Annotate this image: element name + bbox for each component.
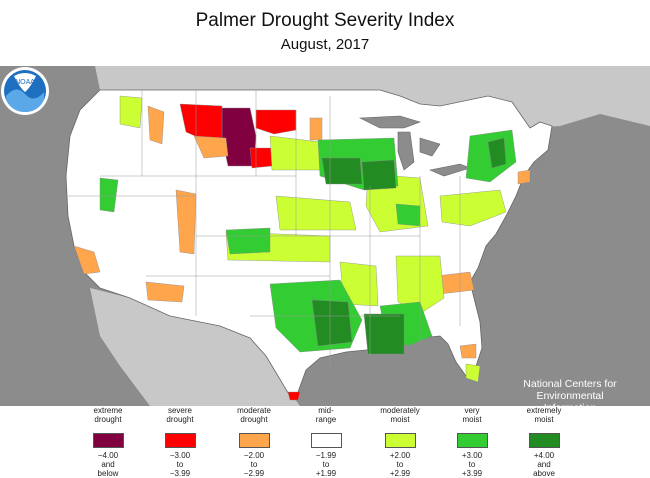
region-moderately-moist-7	[269, 135, 321, 171]
legend-label: very	[464, 406, 480, 415]
legend-swatch	[92, 433, 124, 448]
region-moderate-drought-5	[73, 245, 101, 275]
legend-swatch	[456, 433, 488, 448]
region-moderate-drought-9	[517, 169, 531, 185]
region-extremely-moist-4	[363, 313, 405, 355]
legend-range: +2.00	[389, 451, 411, 460]
legend-item-very-moist: very moist +3.00 to +3.99	[432, 406, 512, 478]
legend-range: +3.00	[461, 451, 483, 460]
legend-range: to	[322, 460, 330, 469]
legend-item-severe-drought: severe drought −3.00 to −3.99	[140, 406, 220, 478]
region-very-moist-2	[225, 227, 271, 255]
map-title: Palmer Drought Severity Index	[195, 10, 455, 31]
legend-label: extremely	[526, 406, 562, 415]
legend-range: below	[97, 469, 119, 478]
region-moderately-moist-6	[439, 189, 507, 227]
legend-range: −3.99	[169, 469, 191, 478]
noaa-logo: NOAA	[1, 67, 49, 115]
region-severe-drought-sd	[249, 147, 273, 169]
legend-range: +4.00	[533, 451, 555, 460]
legend-swatch	[238, 433, 270, 448]
region-extremely-moist-3	[311, 299, 353, 347]
legend: extreme drought −4.00 and below severe droug…	[0, 406, 650, 478]
great-lakes	[358, 115, 501, 177]
legend-label: moderately	[380, 406, 420, 415]
legend-range: +3.99	[461, 469, 483, 478]
legend-range: to	[396, 460, 404, 469]
legend-range: to	[250, 460, 258, 469]
legend-label: moist	[390, 415, 410, 424]
legend-label: moist	[462, 415, 482, 424]
region-very-moist-6	[99, 177, 119, 213]
legend-range: to	[468, 460, 476, 469]
map-subtitle: August, 2017	[280, 36, 370, 53]
legend-label: range	[315, 415, 337, 424]
region-extremely-moist-2	[361, 159, 397, 191]
region-moderately-moist-9	[465, 363, 481, 383]
legend-range: −4.00	[97, 451, 119, 460]
legend-swatch	[164, 433, 196, 448]
legend-range: to	[176, 460, 184, 469]
agency-line-1: National Centers for	[523, 378, 617, 390]
legend-range: −3.00	[169, 451, 191, 460]
legend-item-mid-range: mid-range −1.99 to +1.99	[286, 406, 366, 478]
us-map-svg	[65, 66, 650, 406]
agency-line-2: Environmental	[536, 390, 604, 402]
region-moderate-drought-1	[147, 105, 165, 145]
region-moderate-drought-4	[145, 281, 185, 303]
region-moderate-drought-8	[459, 343, 477, 359]
drought-map: NOAA National Centers for Environmental …	[0, 66, 650, 414]
region-moderate-drought-3	[175, 189, 197, 255]
region-extremely-moist-1	[321, 157, 363, 185]
region-severe-drought-tx	[287, 391, 301, 401]
legend-range: and	[101, 460, 115, 469]
legend-item-extremely-moist: extremely moist +4.00 and above	[504, 406, 584, 478]
mexico-land	[90, 288, 300, 406]
state-boundaries	[66, 90, 461, 366]
legend-label: severe	[167, 406, 192, 415]
legend-range: above	[533, 469, 555, 478]
legend-swatch	[528, 433, 560, 448]
legend-item-extreme-drought: extreme drought −4.00 and below	[68, 406, 148, 478]
legend-label: moist	[534, 415, 554, 424]
legend-label: moderate	[237, 406, 271, 415]
legend-item-moderate-drought: moderate drought −2.00 to −2.99	[214, 406, 294, 478]
legend-swatch	[384, 433, 416, 448]
legend-range: +1.99	[315, 469, 337, 478]
canada-land	[95, 66, 650, 128]
legend-label: drought	[166, 415, 194, 424]
legend-range: −2.99	[243, 469, 265, 478]
region-very-moist-7	[395, 203, 421, 227]
legend-range: and	[537, 460, 551, 469]
legend-range: +2.99	[389, 469, 411, 478]
noaa-logo-text: NOAA	[15, 79, 35, 86]
legend-swatch	[310, 433, 342, 448]
region-moderate-drought-2	[193, 135, 229, 159]
legend-item-moderately-moist: moderately moist +2.00 to +2.99	[360, 406, 440, 478]
region-moderate-drought-6	[309, 117, 323, 141]
legend-range: −2.00	[243, 451, 265, 460]
legend-label: drought	[240, 415, 268, 424]
legend-label: extreme	[93, 406, 123, 415]
legend-range: −1.99	[315, 451, 337, 460]
region-moderately-moist-1	[119, 95, 143, 129]
legend-label: mid-	[318, 406, 334, 415]
legend-label: drought	[94, 415, 122, 424]
drought-regions	[73, 95, 531, 401]
region-extremely-moist-5	[487, 137, 507, 169]
